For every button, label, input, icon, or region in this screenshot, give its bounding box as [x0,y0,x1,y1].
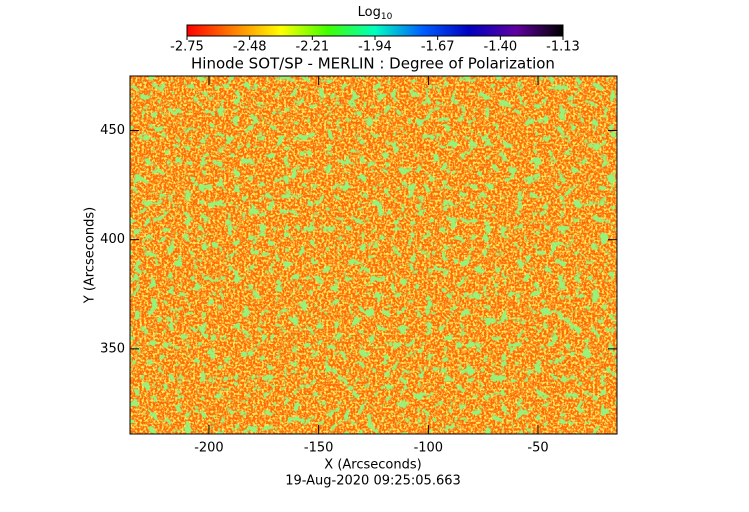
colorbar-tick-label: -1.13 [546,40,580,55]
colorbar-label-text: Log [358,5,381,20]
x-tick-label: -50 [527,441,548,456]
y-tick-label: 450 [100,123,125,138]
colorbar-tick-label: -2.75 [170,40,204,55]
x-tick-label: -100 [414,441,444,456]
y-axis-title: Y (Arcseconds) [83,207,98,304]
y-tick-label: 400 [100,232,125,247]
chart-title: Hinode SOT/SP - MERLIN : Degree of Polar… [191,55,555,73]
y-tick-label: 350 [100,341,125,356]
map-noise [130,76,617,434]
map [129,75,618,435]
footer-date: 19-Aug-2020 09:25:05.663 [285,474,461,489]
colorbar [186,24,564,37]
colorbar-label-sub: 10 [381,12,393,22]
colorbar-tick-label: -1.94 [358,40,392,55]
colorbar-tick-label: -1.40 [484,40,518,55]
x-tick-label: -200 [194,441,224,456]
colorbar-tick-label: -2.48 [233,40,267,55]
x-tick-label: -150 [304,441,334,456]
plot-frame [129,75,618,435]
colorbar-tick-label: -1.67 [421,40,455,55]
x-axis-title: X (Arcseconds) [324,458,421,473]
colorbar-label: Log10 [358,5,393,22]
colorbar-tick-label: -2.21 [296,40,330,55]
